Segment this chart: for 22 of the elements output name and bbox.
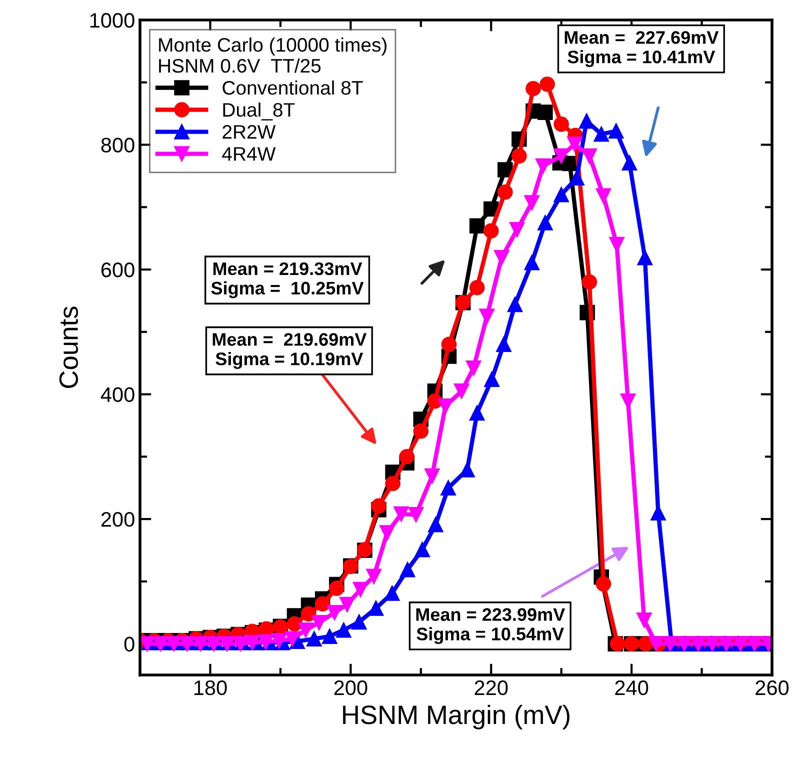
x-axis-title: HSNM Margin (mV) [343,704,570,730]
y-tick-label: 200 [101,512,134,527]
y-tick-label: 400 [100,387,134,402]
x-tick-label: 260 [756,680,789,696]
x-tick-label: 200 [334,680,368,696]
y-tick-label: 0 [124,636,134,652]
x-tick-label: 240 [615,680,648,696]
legend-label: 2R2W [222,125,276,139]
y-axis-title: Counts [59,306,78,388]
x-tick-label: 180 [194,680,227,696]
annotation: Mean = 227.69mV Sigma = 10.41mV [564,31,719,67]
annotation: Mean = 219.69mV Sigma = 10.19mV [212,333,367,369]
y-tick-label: 800 [101,138,134,153]
legend-label: Dual_8T [223,102,295,120]
annotation: Mean = 219.33mV Sigma = 10.25mV [211,262,364,298]
legend-label: Conventional 8T [222,80,363,95]
y-tick-label: 600 [101,262,134,278]
legend-title: Monte Carlo (10000 times) HSNM 0.6V TT/25 [159,38,386,73]
y-tick-label: 1000 [90,13,134,28]
legend-label: 4R4W [222,147,276,161]
x-tick-label: 220 [474,680,508,696]
annotation: Mean = 223.99mV Sigma = 10.54mV [416,608,566,644]
